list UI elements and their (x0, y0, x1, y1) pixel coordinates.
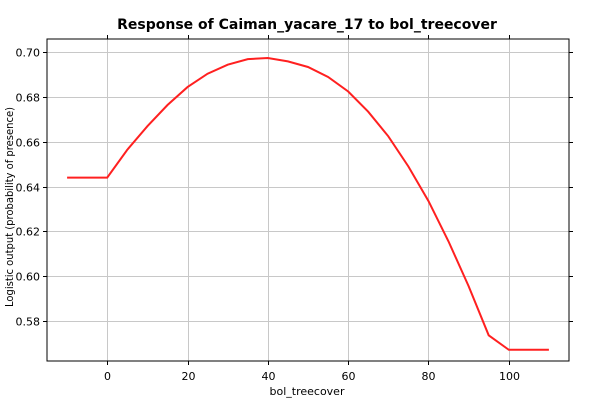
grid (47, 39, 569, 361)
x-axis-label: bol_treecover (270, 385, 345, 398)
y-tick-label: 0.68 (16, 92, 41, 105)
x-tick-label: 80 (422, 370, 436, 383)
response-curve (67, 56, 549, 351)
x-tick-label: 0 (104, 370, 111, 383)
x-tick-label: 100 (499, 370, 520, 383)
y-tick-label: 0.62 (16, 226, 41, 239)
x-tick-label: 20 (182, 370, 196, 383)
y-axis-label: Logistic output (probability of presence… (3, 107, 16, 307)
y-tick-label: 0.70 (16, 47, 41, 60)
chart-title: Response of Caiman_yacare_17 to bol_tree… (117, 17, 497, 33)
y-tick-label: 0.58 (16, 316, 41, 329)
y-tick-label: 0.66 (16, 137, 41, 150)
plot-frame (46, 38, 570, 362)
axis-ticks (43, 35, 573, 365)
tick-labels: 0 20 40 60 80 100 0.58 0.60 0.62 0.64 0.66 0.68 0.70 (16, 47, 521, 384)
x-tick-label: 40 (262, 370, 276, 383)
y-tick-label: 0.64 (16, 182, 41, 195)
y-tick-label: 0.60 (16, 271, 41, 284)
x-tick-label: 60 (342, 370, 356, 383)
